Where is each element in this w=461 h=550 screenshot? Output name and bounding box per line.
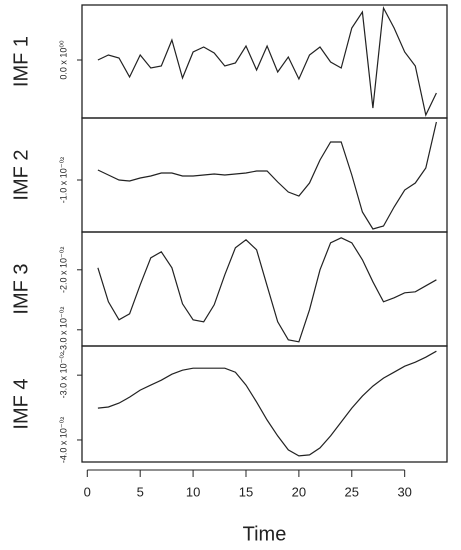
x-tick-label: 5	[137, 484, 144, 499]
panel-frame	[81, 117, 448, 233]
y-tick-label: -2.0 x 10⁻⁰²	[58, 247, 68, 293]
y-axis-label: IMF 3	[10, 263, 32, 314]
x-tick-label: 0	[84, 484, 91, 499]
imf-line	[97, 237, 437, 343]
x-tick-label: 20	[292, 484, 306, 499]
x-axis-label: Time	[243, 523, 287, 545]
y-tick-label: -3.0 x 10⁻⁰²	[58, 307, 68, 353]
y-tick-label: -3.0 x 10⁻⁰²	[58, 352, 68, 398]
y-axis-label: IMF 4	[10, 378, 32, 429]
x-tick-label: 10	[186, 484, 200, 499]
panel-frame	[81, 231, 448, 347]
imf-line	[97, 121, 437, 230]
y-tick-label: 0.0 x 10⁰⁰	[58, 40, 68, 80]
imf-line	[97, 350, 437, 457]
imf-line	[97, 5, 437, 117]
panel-frame	[81, 345, 448, 463]
x-tick-label: 30	[397, 484, 411, 499]
y-tick-label: -4.0 x 10⁻⁰²	[58, 417, 68, 463]
x-tick-label: 15	[239, 484, 253, 499]
y-tick-label: -1.0 x 10⁻⁰²	[58, 157, 68, 203]
y-axis-label: IMF 1	[10, 36, 32, 87]
x-tick-label: 25	[345, 484, 359, 499]
y-axis-label: IMF 2	[10, 149, 32, 200]
